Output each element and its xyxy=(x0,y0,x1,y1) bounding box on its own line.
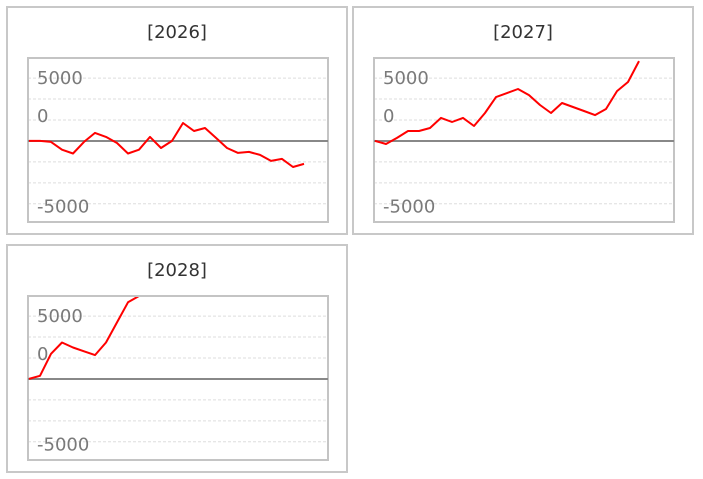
chart-panel-2026: [2026] 5000 0 -5000 xyxy=(6,6,348,235)
y-tick-label: -5000 xyxy=(37,196,89,217)
chart-panel-2028: [2028] 5000 0 -5000 xyxy=(6,244,348,473)
y-tick-label: 5000 xyxy=(37,306,83,327)
y-tick-label: 5000 xyxy=(383,68,429,89)
y-tick-label: 0 xyxy=(37,106,48,127)
chart-panel-2027: [2027] 5000 0 -5000 xyxy=(352,6,694,235)
y-tick-label: 0 xyxy=(383,106,394,127)
y-tick-label: -5000 xyxy=(37,434,89,455)
chart-title: [2026] xyxy=(147,22,207,43)
y-tick-label: 0 xyxy=(37,344,48,365)
chart-svg: 5000 0 -5000 xyxy=(27,57,329,223)
y-tick-label: 5000 xyxy=(37,68,83,89)
chart-svg: 5000 0 -5000 xyxy=(27,295,329,461)
chart-title: [2027] xyxy=(493,22,553,43)
y-tick-label: -5000 xyxy=(383,196,435,217)
chart-svg: 5000 0 -5000 xyxy=(373,57,675,223)
chart-title: [2028] xyxy=(147,260,207,281)
series-line xyxy=(374,60,640,145)
series-line xyxy=(28,297,293,380)
series-line xyxy=(29,122,305,168)
